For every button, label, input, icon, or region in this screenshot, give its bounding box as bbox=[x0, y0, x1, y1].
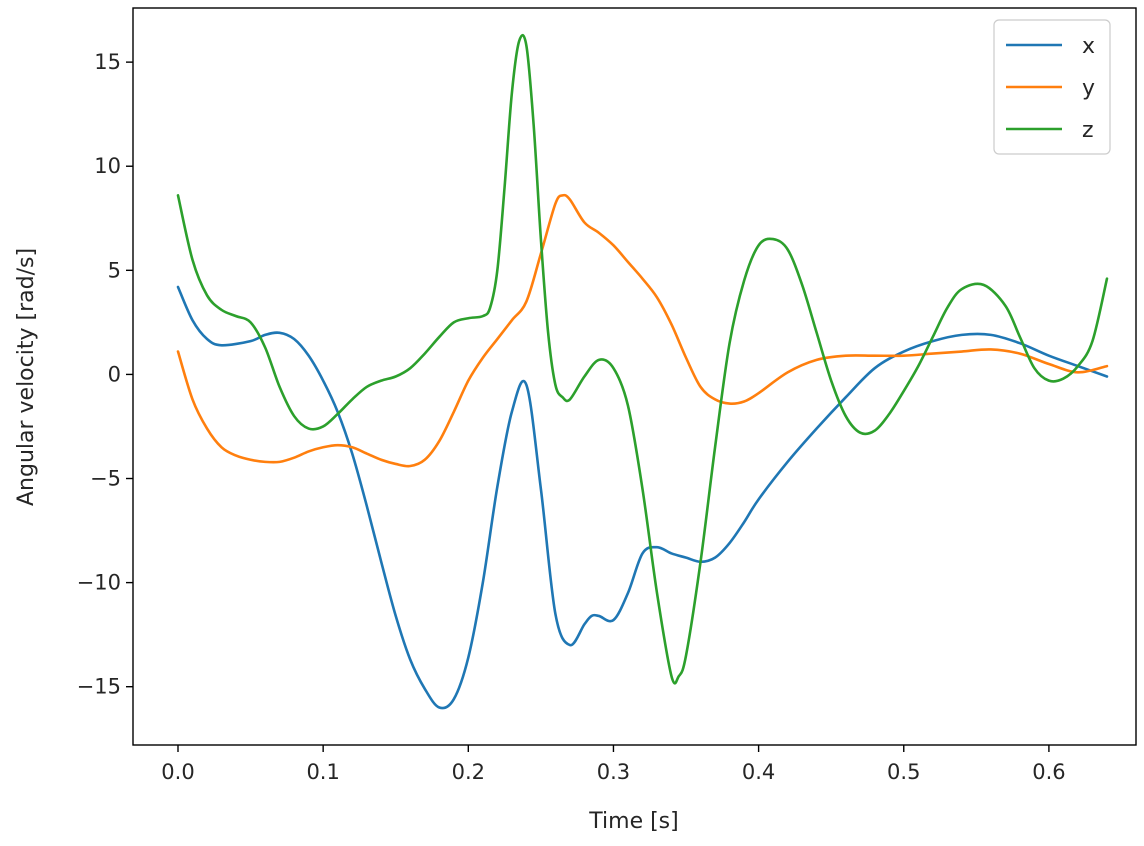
legend: xyz bbox=[993, 19, 1111, 155]
y-tick-label: 15 bbox=[94, 50, 121, 74]
legend-label-x: x bbox=[1082, 34, 1095, 59]
series-line-x bbox=[176, 285, 1109, 710]
x-tick-label: 0.3 bbox=[597, 760, 630, 784]
legend-label-z: z bbox=[1082, 118, 1094, 143]
x-tick-label: 0.2 bbox=[452, 760, 485, 784]
y-tick-label: −5 bbox=[90, 467, 121, 491]
axes-frame bbox=[132, 7, 1137, 746]
y-tick-label: 10 bbox=[94, 154, 121, 178]
x-tick-label: 0.4 bbox=[742, 760, 775, 784]
legend-label-y: y bbox=[1082, 76, 1095, 101]
x-tick-label: 0.5 bbox=[887, 760, 920, 784]
series-line-y bbox=[176, 193, 1109, 468]
y-axis: 15 10 5 0 −5 −10 −15 bbox=[77, 50, 133, 699]
x-axis-label: Time [s] bbox=[588, 809, 678, 834]
x-tick-label: 0.1 bbox=[306, 760, 339, 784]
y-tick-label: 0 bbox=[108, 362, 121, 386]
plot-lines bbox=[176, 33, 1109, 710]
series-line-z bbox=[176, 33, 1109, 685]
y-tick-label: −10 bbox=[77, 571, 121, 595]
y-tick-label: −15 bbox=[77, 675, 121, 699]
legend-items: xyz bbox=[1006, 34, 1095, 143]
x-tick-label: 0.0 bbox=[161, 760, 194, 784]
x-tick-label: 0.6 bbox=[1032, 760, 1065, 784]
x-axis: 0.0 0.1 0.2 0.3 0.4 0.5 0.6 bbox=[161, 745, 1066, 784]
y-axis-label: Angular velocity [rad/s] bbox=[14, 248, 39, 506]
y-tick-label: 5 bbox=[108, 258, 121, 282]
